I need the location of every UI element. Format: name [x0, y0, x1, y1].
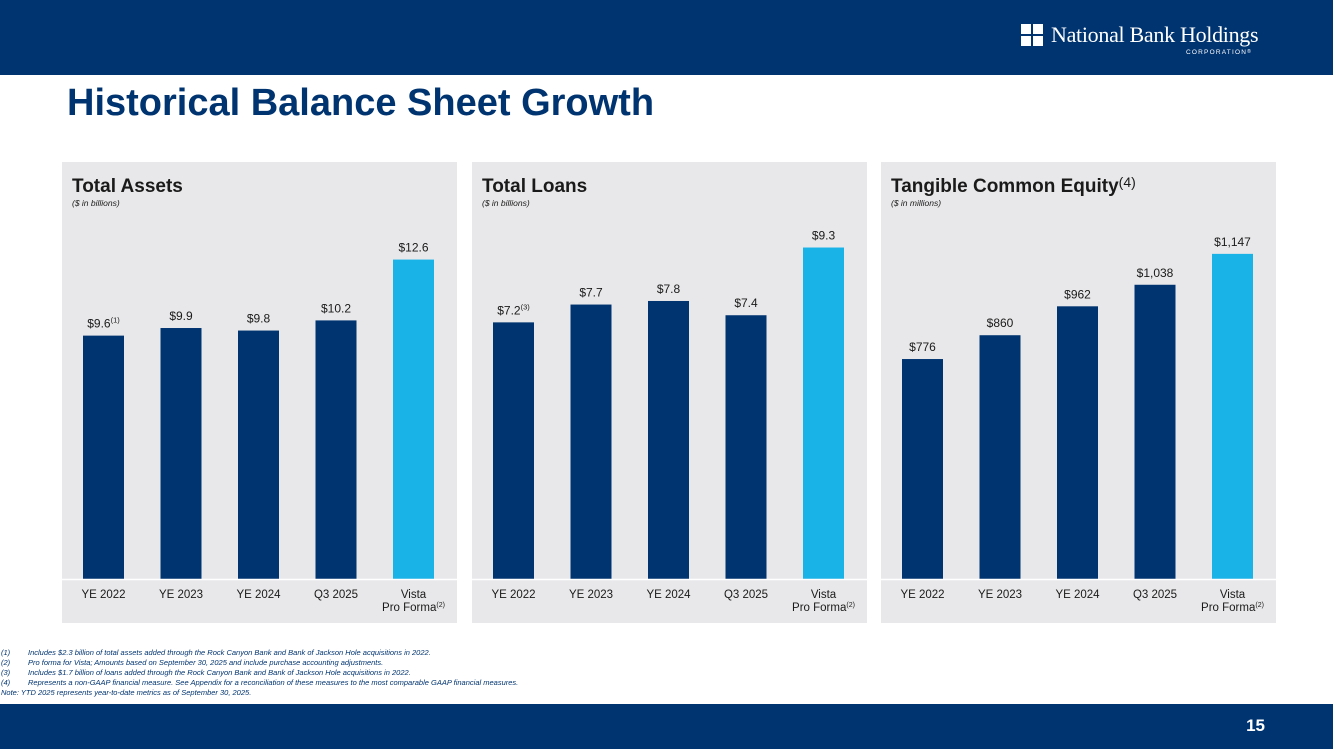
- bar: [1057, 306, 1098, 579]
- bar: [902, 359, 943, 579]
- data-label-sup: (1): [111, 316, 121, 325]
- tick-label: Q3 2025: [314, 589, 358, 601]
- data-label: $9.8: [247, 312, 271, 326]
- tick-label: YE 2024: [236, 589, 281, 601]
- tick-label: Q3 2025: [724, 589, 768, 601]
- chart-title: Total Loans: [482, 176, 587, 197]
- bar: [725, 315, 767, 579]
- tick-label: YE 2023: [159, 589, 203, 601]
- total-assets-chart: Total Assets($ in billions) $9.6(1) YE 202…: [62, 176, 457, 614]
- page-number: 15: [1246, 716, 1265, 735]
- data-label: $9.9: [169, 309, 193, 323]
- bar: [648, 300, 689, 579]
- total-loans-panel: Total Loans ($ in billions) $7.2(3) YE 2022…: [472, 162, 867, 623]
- bar: [160, 328, 202, 579]
- bar: [803, 247, 844, 579]
- logo-squares-icon: [1021, 24, 1043, 46]
- chart-title-sup: (4): [1119, 174, 1136, 190]
- data-label: $7.2(3): [497, 302, 530, 317]
- data-label: $10.2: [321, 301, 351, 315]
- chart-subtitle: ($ in billions): [72, 198, 120, 208]
- bar: [83, 335, 124, 579]
- total-loans-chart: Total Loans($ in billions) $7.2(3) YE 2022…: [472, 176, 867, 614]
- chart-subtitle: ($ in millions): [891, 198, 941, 208]
- tick-label: Vista: [811, 589, 837, 601]
- tick-label-sup: (2): [1255, 602, 1264, 609]
- tick-label: YE 2024: [1055, 589, 1100, 601]
- total-assets-panel: Total Assets ($ in billions) $9.6(1) YE 202…: [62, 162, 457, 623]
- logo-name: National Bank Holdings: [1051, 22, 1259, 47]
- chart-title: Total Assets: [72, 176, 183, 197]
- footer-band: 15: [0, 704, 1333, 749]
- tick-label: Q3 2025: [1133, 589, 1177, 601]
- data-label: $9.6(1): [87, 316, 120, 331]
- tick-label: YE 2022: [900, 589, 944, 601]
- data-label: $1,038: [1137, 266, 1174, 280]
- bar: [1212, 253, 1253, 579]
- data-label: $7.7: [579, 286, 603, 300]
- logo-subtitle: CORPORATION®: [1186, 49, 1252, 56]
- tick-label: Pro Forma(2): [792, 602, 855, 614]
- data-label: $1,147: [1214, 235, 1251, 249]
- bar: [493, 322, 534, 579]
- tick-label: YE 2022: [491, 589, 535, 601]
- tick-label-sup: (2): [846, 602, 855, 609]
- data-label: $860: [987, 316, 1014, 330]
- bar: [315, 320, 357, 579]
- tangible-common-equity-panel: Tangible Common Equity(4) ($ in millions)…: [881, 162, 1276, 623]
- page-title: Historical Balance Sheet Growth: [67, 82, 655, 124]
- header-band: National Bank Holdings CORPORATION®: [0, 0, 1333, 75]
- tangible-common-equity-chart: Tangible Common Equity(4)($ in millions)…: [881, 174, 1276, 614]
- tick-label-sup: (2): [436, 602, 445, 609]
- data-label-sup: (3): [521, 302, 531, 311]
- data-label: $962: [1064, 287, 1091, 301]
- bar: [570, 304, 612, 579]
- tick-label: Pro Forma(2): [382, 602, 445, 614]
- bar: [238, 330, 279, 579]
- data-label: $12.6: [398, 241, 428, 255]
- bar: [393, 259, 434, 579]
- tick-label: YE 2023: [978, 589, 1022, 601]
- bar: [1134, 284, 1176, 579]
- chart-title: Tangible Common Equity(4): [891, 174, 1136, 197]
- tick-label: Pro Forma(2): [1201, 602, 1264, 614]
- tick-label: YE 2023: [569, 589, 613, 601]
- data-label: $9.3: [812, 229, 836, 243]
- tick-label: Vista: [1220, 589, 1246, 601]
- bar: [979, 335, 1021, 579]
- chart-subtitle: ($ in billions): [482, 198, 530, 208]
- tick-label: YE 2024: [646, 589, 691, 601]
- data-label: $776: [909, 340, 936, 354]
- company-logo: National Bank Holdings CORPORATION®: [1021, 22, 1271, 62]
- tick-label: YE 2022: [81, 589, 125, 601]
- tick-label: Vista: [401, 589, 427, 601]
- data-label: $7.4: [734, 296, 758, 310]
- data-label: $7.8: [657, 282, 681, 296]
